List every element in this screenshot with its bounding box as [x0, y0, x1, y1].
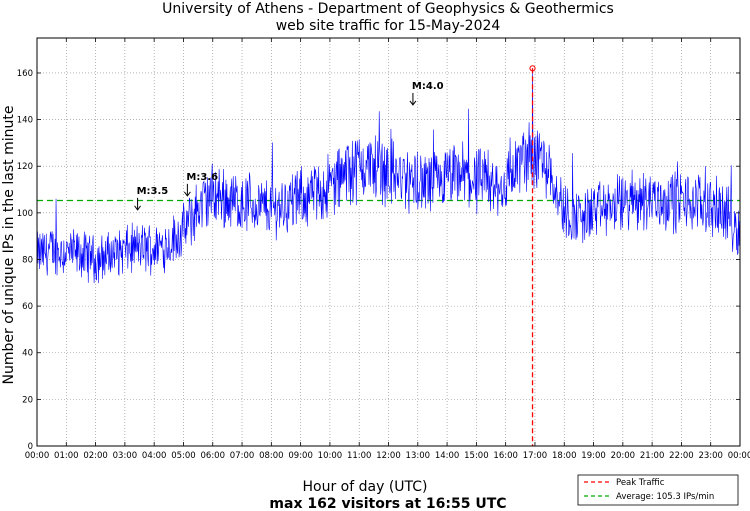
chart-subtitle: web site traffic for 15-May-2024	[276, 18, 501, 34]
x-tick-label: 02:00	[83, 451, 108, 461]
y-tick-label: 80	[22, 255, 33, 265]
legend-average-label: Average: 105.3 IPs/min	[616, 492, 714, 502]
x-tick-label: 18:00	[552, 451, 577, 461]
y-tick-label: 160	[17, 69, 33, 79]
x-axis-ticks: 00:00 01:00 02:00 03:00 04:00 05:00 06:00 07:00…	[25, 38, 750, 461]
x-tick-label: 17:00	[523, 451, 548, 461]
x-tick-label: 07:00	[230, 451, 255, 461]
peak-point	[529, 65, 536, 72]
y-axis-label: Number of unique IPs in the last minute	[1, 106, 17, 385]
x-tick-label: 03:00	[113, 451, 138, 461]
quake-arrow-head	[409, 100, 417, 106]
x-tick-label: 09:00	[288, 451, 313, 461]
x-tick-label: 12:00	[376, 451, 401, 461]
peak-group	[529, 65, 536, 446]
y-tick-label: 120	[17, 162, 33, 172]
x-tick-label: 00:00	[728, 451, 750, 461]
x-tick-label: 15:00	[464, 451, 489, 461]
y-tick-label: 60	[22, 302, 33, 312]
quake-label: M:4.0	[412, 81, 444, 92]
y-axis-ticks: 0 20 40 60 80 100 120 140 160	[17, 69, 740, 452]
y-tick-label: 0	[28, 442, 33, 452]
series-line-unique-ips	[36, 68, 741, 284]
x-tick-label: 00:00	[25, 451, 50, 461]
x-tick-label: 21:00	[640, 451, 665, 461]
x-tick-label: 13:00	[406, 451, 431, 461]
quake-arrow-head	[183, 191, 191, 197]
x-tick-label: 16:00	[493, 451, 518, 461]
legend: Peak Traffic Average: 105.3 IPs/min	[577, 474, 739, 506]
x-tick-label: 11:00	[347, 451, 372, 461]
quake-label: M:3.6	[186, 172, 218, 183]
x-tick-label: 05:00	[171, 451, 196, 461]
x-tick-label: 22:00	[669, 451, 694, 461]
x-tick-label: 06:00	[201, 451, 226, 461]
y-tick-label: 20	[22, 395, 33, 405]
max-visitors-caption: max 162 visitors at 16:55 UTC	[269, 496, 506, 511]
legend-box	[577, 474, 739, 506]
x-tick-label: 08:00	[259, 451, 284, 461]
x-tick-label: 23:00	[698, 451, 723, 461]
x-tick-label: 01:00	[54, 451, 79, 461]
legend-peak-label: Peak Traffic	[616, 478, 665, 488]
series-group	[36, 68, 741, 284]
x-tick-label: 04:00	[142, 451, 167, 461]
quake-label: M:3.5	[137, 186, 169, 197]
grid	[37, 38, 740, 446]
y-tick-label: 100	[17, 209, 33, 219]
y-tick-label: 40	[22, 349, 33, 359]
x-axis-label: Hour of day (UTC)	[303, 479, 428, 495]
quake-arrow-head	[134, 205, 141, 211]
x-tick-label: 10:00	[318, 451, 343, 461]
quake-annotations: M:3.5 M:3.6 M:4.0	[134, 81, 444, 211]
x-tick-label: 20:00	[611, 451, 636, 461]
x-tick-label: 19:00	[581, 451, 606, 461]
y-tick-label: 140	[17, 116, 33, 126]
x-tick-label: 14:00	[435, 451, 460, 461]
chart-title: University of Athens - Department of Geo…	[162, 1, 614, 17]
